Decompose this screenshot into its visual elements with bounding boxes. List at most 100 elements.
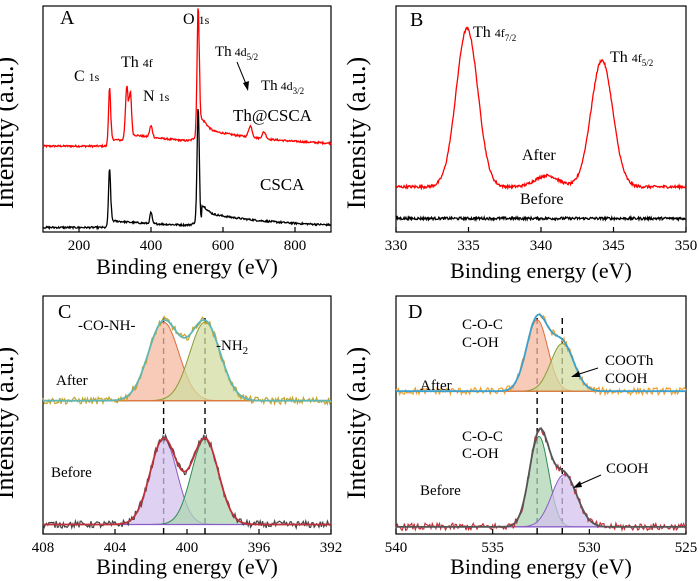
x-tick-label: 530 [578, 540, 601, 556]
panel-b-xlabel: Binding energy (eV) [450, 258, 632, 283]
fit-component-before-2 [43, 438, 331, 525]
th4f72-main: Th [473, 24, 491, 41]
x-tick-label: 200 [68, 238, 91, 254]
component-label-after-cooth: COOTh [605, 353, 654, 369]
x-tick-label: 400 [176, 540, 199, 556]
o1s-main: O [183, 11, 195, 28]
panel-d-ylabel: Intensity (a.u.) [342, 347, 371, 499]
panel-c-letter: C [58, 301, 71, 323]
fit-envelope-before [396, 427, 686, 528]
panel-a-xlabel: Binding energy (eV) [96, 254, 278, 279]
th4f72-sub2: 7/2 [505, 33, 517, 43]
panel-b: Intensity (a.u.) 330 335 340 345 350 B Th 4f7… [342, 5, 698, 283]
panel-c: Intensity (a.u.) 408 404 400 396 392 C -CO-N… [0, 295, 342, 579]
component-label-after-coh: C-OH [462, 335, 499, 351]
th4d32-sub: 4d [281, 79, 293, 93]
th4f52-sub2: 5/2 [642, 58, 654, 68]
panel-a-plot [42, 8, 332, 231]
peak-label-o1s: O 1s [183, 11, 210, 28]
raw-data-after [42, 315, 332, 407]
peak-label-th4d52: Th 4d5/2 [215, 44, 258, 62]
c1s-sub: 1s [89, 70, 100, 84]
panel-c-ticks: 408 404 400 396 392 [32, 529, 342, 556]
th4d52-arrow [236, 61, 247, 85]
c1s-main: C [74, 68, 85, 85]
series-label-before-d: Before [420, 483, 461, 499]
panel-a-letter: A [60, 7, 75, 29]
x-tick-label: 350 [675, 238, 698, 254]
component-label-nh2: -NH2 [216, 338, 248, 357]
series-label-csca: CSCA [260, 175, 305, 194]
th4d32-sub2: 3/2 [293, 86, 305, 96]
x-tick-label: 330 [385, 238, 408, 254]
panel-a-frame [42, 5, 332, 233]
x-tick-label: 540 [385, 540, 408, 556]
x-tick-label: 345 [602, 238, 625, 254]
component-label-after-cooh: COOH [605, 371, 648, 387]
panel-b-plot [395, 26, 687, 223]
series-label-after-d: After [420, 378, 452, 394]
fit-envelope-before [43, 437, 331, 526]
panel-d-frame [395, 295, 687, 535]
th4d52-arrowhead [243, 81, 249, 91]
before-cooh-arrowhead [573, 481, 582, 488]
x-tick-label: 400 [140, 238, 163, 254]
nh2-sub: 2 [243, 345, 249, 357]
x-tick-label: 396 [248, 540, 271, 556]
panel-c-xlabel: Binding energy (eV) [96, 554, 278, 579]
x-tick-label: 525 [675, 540, 698, 556]
n1s-main: N [143, 88, 155, 105]
x-tick-label: 408 [32, 540, 55, 556]
fit-envelope-after [396, 313, 686, 393]
x-tick-label: 340 [530, 238, 553, 254]
component-label-after-coc: C-O-C [462, 317, 503, 333]
th4d32-main: Th [261, 78, 278, 94]
panel-a-ticks: 200 400 600 800 [68, 227, 307, 254]
peak-label-c1s: C 1s [74, 68, 100, 85]
component-label-before-cooh: COOH [606, 461, 649, 477]
th4f72-sub: 4f [495, 26, 505, 40]
series-label-th-csca: Th@CSCA [233, 106, 313, 125]
series-line-csca [42, 108, 332, 231]
x-tick-label: 600 [212, 238, 235, 254]
panel-c-ylabel: Intensity (a.u.) [0, 347, 19, 499]
series-label-before-c: Before [51, 465, 92, 481]
fit-component-before-1 [396, 435, 686, 528]
panel-b-ylabel: Intensity (a.u.) [342, 57, 371, 209]
panel-b-ticks: 330 335 340 345 350 [385, 227, 698, 254]
series-line-before [395, 214, 687, 223]
x-tick-label: 335 [457, 238, 480, 254]
panel-d-xlabel: Binding energy (eV) [450, 554, 632, 579]
panel-b-letter: B [410, 9, 423, 31]
component-label-before-coc: C-O-C [462, 429, 503, 445]
component-label-conh: -CO-NH- [78, 318, 136, 334]
peak-label-th4f: Th 4f [121, 54, 153, 71]
series-line-th-csca [42, 8, 332, 149]
panel-d-plot [395, 312, 687, 534]
panel-a-ylabel: Intensity (a.u.) [0, 57, 19, 209]
x-tick-label: 535 [481, 540, 504, 556]
after-cooth-arrowhead [571, 371, 580, 377]
peak-label-th4f52: Th 4f5/2 [610, 49, 653, 68]
panel-d-ticks: 540 535 530 525 [385, 529, 698, 556]
x-tick-label: 404 [104, 540, 127, 556]
th4f-main: Th [121, 54, 139, 71]
o1s-sub: 1s [199, 13, 210, 27]
peak-label-th4f72: Th 4f7/2 [473, 24, 516, 43]
th4f52-main: Th [610, 49, 628, 66]
peak-label-n1s: N 1s [143, 88, 170, 105]
panel-c-plot [42, 315, 332, 534]
component-label-before-coh: C-OH [462, 446, 499, 462]
nh2-main: -NH [216, 338, 243, 354]
th4d52-main: Th [215, 44, 232, 60]
th4f52-sub: 4f [632, 51, 642, 65]
th4f-sub: 4f [143, 56, 153, 70]
n1s-sub: 1s [159, 90, 170, 104]
x-tick-label: 800 [284, 238, 307, 254]
th4d52-sub2: 5/2 [247, 52, 259, 62]
panel-a: Intensity (a.u.) 200 400 600 800 A C 1s Th 4f… [0, 5, 332, 279]
series-label-after-b: After [522, 147, 556, 164]
peak-label-th4d32: Th 4d3/2 [261, 78, 304, 96]
panel-d-letter: D [408, 301, 422, 323]
